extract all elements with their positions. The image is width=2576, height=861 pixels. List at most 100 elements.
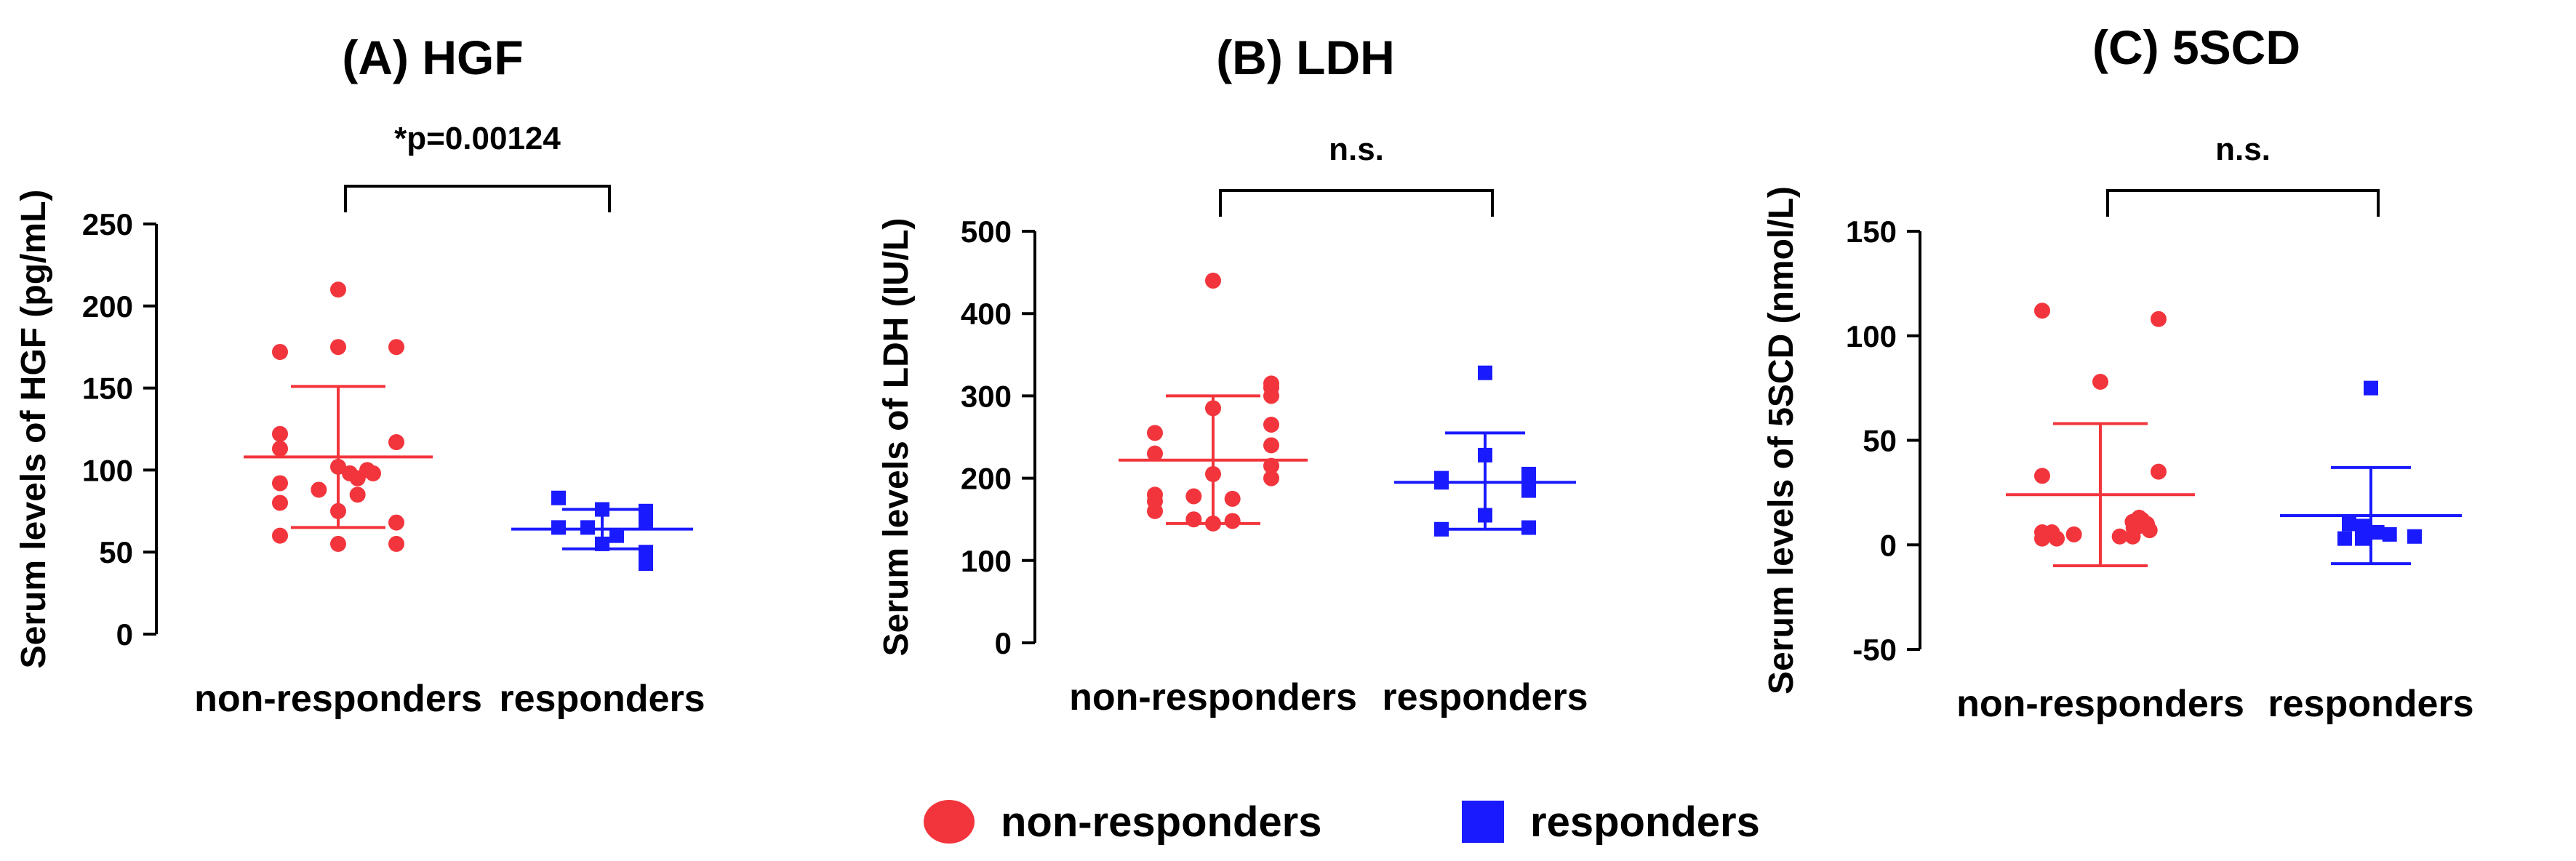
- data-point-responder: [1434, 521, 1449, 537]
- legend-marker-circle-icon: [924, 800, 975, 844]
- legend-item-responders: responders: [1462, 789, 1760, 854]
- data-point-non-responder: [388, 434, 404, 451]
- data-point-non-responder: [272, 441, 288, 457]
- data-point-non-responder: [272, 475, 288, 492]
- y-tick-label: 100: [82, 453, 133, 487]
- y-tick-label: 250: [82, 207, 133, 241]
- data-point-responder: [639, 556, 653, 571]
- data-point-non-responder: [2065, 526, 2082, 542]
- data-point-non-responder: [2034, 530, 2050, 547]
- y-tick-label: 50: [1863, 424, 1897, 458]
- y-tick-label: 100: [1846, 319, 1897, 353]
- legend-label-responders: responders: [1530, 798, 1760, 846]
- data-point-non-responder: [2141, 522, 2158, 539]
- data-point-responder: [2407, 529, 2422, 544]
- data-point-non-responder: [1263, 417, 1279, 433]
- data-point-non-responder: [2049, 530, 2065, 547]
- data-point-responder: [551, 490, 566, 505]
- data-point-non-responder: [388, 535, 404, 552]
- data-point-non-responder: [1205, 272, 1221, 289]
- data-point-non-responder: [1185, 511, 1202, 528]
- chart-title: (C) 5SCD: [2092, 20, 2300, 74]
- data-point-non-responder: [1147, 502, 1163, 519]
- data-point-non-responder: [388, 514, 404, 531]
- data-point-non-responder: [1224, 490, 1241, 507]
- y-tick-label: 400: [961, 297, 1012, 331]
- legend-label-non-responders: non-responders: [1001, 798, 1322, 846]
- data-point-responder: [2364, 380, 2378, 396]
- y-tick-label: -50: [1852, 633, 1897, 667]
- data-point-responder: [639, 515, 653, 530]
- y-tick-label: 0: [1880, 528, 1897, 562]
- y-tick-label: 500: [961, 215, 1012, 249]
- data-point-non-responder: [2034, 303, 2050, 319]
- chart-title: (B) LDH: [1216, 31, 1395, 84]
- data-point-responder: [1521, 466, 1536, 481]
- category-label: responders: [1382, 676, 1588, 718]
- data-point-non-responder: [365, 465, 381, 481]
- data-point-non-responder: [2151, 311, 2167, 327]
- data-point-non-responder: [330, 535, 346, 552]
- significance-bracket: [344, 185, 611, 212]
- data-point-non-responder: [1263, 457, 1279, 474]
- significance-label: n.s.: [1329, 132, 1384, 167]
- data-point-responder: [2337, 531, 2352, 546]
- data-point-responder: [2342, 516, 2356, 532]
- y-tick-label: 50: [99, 535, 133, 569]
- category-label: non-responders: [1069, 676, 1357, 718]
- y-tick-label: 300: [961, 379, 1012, 413]
- category-label: responders: [2268, 683, 2473, 725]
- y-tick-label: 150: [82, 372, 133, 406]
- legend-item-non-responders: non-responders: [924, 789, 1322, 854]
- data-point-non-responder: [330, 339, 346, 356]
- data-point-non-responder: [1147, 445, 1163, 462]
- data-point-non-responder: [1263, 437, 1279, 454]
- significance-label: *p=0.00124: [394, 121, 561, 156]
- data-point-non-responder: [272, 527, 288, 544]
- data-point-responder: [2382, 526, 2397, 542]
- data-point-non-responder: [1263, 388, 1279, 404]
- data-point-non-responder: [272, 343, 288, 360]
- category-label: non-responders: [194, 678, 482, 720]
- category-label: non-responders: [1956, 683, 2244, 725]
- data-point-non-responder: [349, 470, 366, 486]
- data-point-non-responder: [2124, 528, 2141, 545]
- y-axis-label: Serum levels of LDH (IU/L): [877, 218, 916, 657]
- data-point-non-responder: [1224, 513, 1241, 529]
- data-point-responder: [609, 528, 624, 543]
- y-tick-label: 0: [995, 626, 1012, 660]
- legend: non-responders responders: [924, 789, 1869, 854]
- y-tick-label: 100: [961, 544, 1012, 578]
- y-axis-label: Serum levels of 5SCD (nmol/L): [1762, 186, 1801, 694]
- data-point-responder: [580, 520, 595, 535]
- data-point-non-responder: [1185, 488, 1202, 505]
- data-point-non-responder: [330, 281, 346, 298]
- y-tick-label: 200: [961, 462, 1012, 496]
- data-point-non-responder: [2111, 528, 2128, 545]
- legend-marker-square-icon: [1462, 801, 1504, 843]
- data-point-responder: [1521, 520, 1536, 535]
- category-label: responders: [499, 678, 705, 720]
- data-point-responder: [1478, 365, 1492, 380]
- data-point-non-responder: [2151, 463, 2167, 480]
- data-point-responder: [639, 503, 653, 518]
- y-tick-label: 0: [116, 617, 133, 652]
- y-tick-label: 150: [1846, 215, 1897, 249]
- data-point-non-responder: [1263, 470, 1279, 486]
- significance-bracket: [1219, 189, 1494, 217]
- y-tick-label: 200: [82, 289, 133, 324]
- data-point-responder: [2369, 525, 2385, 540]
- data-point-non-responder: [272, 425, 288, 442]
- data-point-non-responder: [272, 494, 288, 511]
- y-axis-label: Serum levels of HGF (pg/mL): [15, 190, 53, 669]
- chart-title: (A) HGF: [342, 31, 523, 84]
- data-point-non-responder: [1147, 425, 1163, 441]
- data-point-responder: [1521, 483, 1536, 498]
- data-point-non-responder: [388, 339, 404, 356]
- data-point-responder: [551, 520, 566, 535]
- significance-label: n.s.: [2215, 132, 2271, 167]
- data-point-non-responder: [311, 481, 327, 498]
- data-point-non-responder: [2034, 468, 2050, 484]
- significance-bracket: [2106, 189, 2380, 217]
